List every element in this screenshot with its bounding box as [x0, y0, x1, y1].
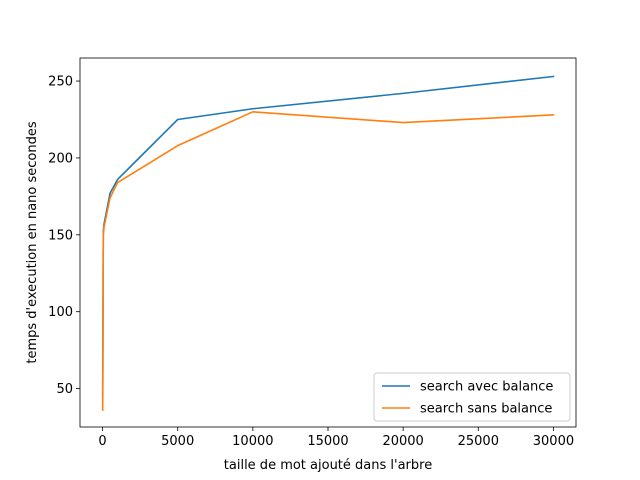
- x-axis-label: taille de mot ajouté dans l'arbre: [224, 458, 432, 473]
- x-tick-label: 5000: [161, 434, 194, 449]
- x-tick-label: 0: [98, 434, 106, 449]
- x-tick-label: 15000: [307, 434, 348, 449]
- y-axis-label: temps d'execution en nano secondes: [25, 121, 40, 363]
- x-tick-label: 25000: [458, 434, 499, 449]
- y-tick-label: 50: [56, 382, 73, 397]
- x-tick-label: 10000: [232, 434, 273, 449]
- y-tick-label: 100: [48, 305, 73, 320]
- legend-label-1: search avec balance: [420, 380, 553, 395]
- x-tick-label: 20000: [382, 434, 423, 449]
- ticks-layer: 0 5000 10000 15000 20000 25000 30000 50 100 150 20…: [48, 75, 574, 449]
- legend-label-2: search sans balance: [420, 402, 552, 417]
- plot-frame: [79, 57, 577, 428]
- legend-box: [373, 372, 571, 422]
- legend: search avec balance search sans balance: [373, 372, 571, 422]
- x-tick-label: 30000: [533, 434, 574, 449]
- y-tick-label: 150: [48, 228, 73, 243]
- y-tick-label: 200: [48, 151, 73, 166]
- series-layer: [101, 75, 555, 411]
- series-line-2: [101, 111, 555, 411]
- series-line-1: [101, 75, 555, 398]
- y-tick-label: 250: [48, 75, 73, 90]
